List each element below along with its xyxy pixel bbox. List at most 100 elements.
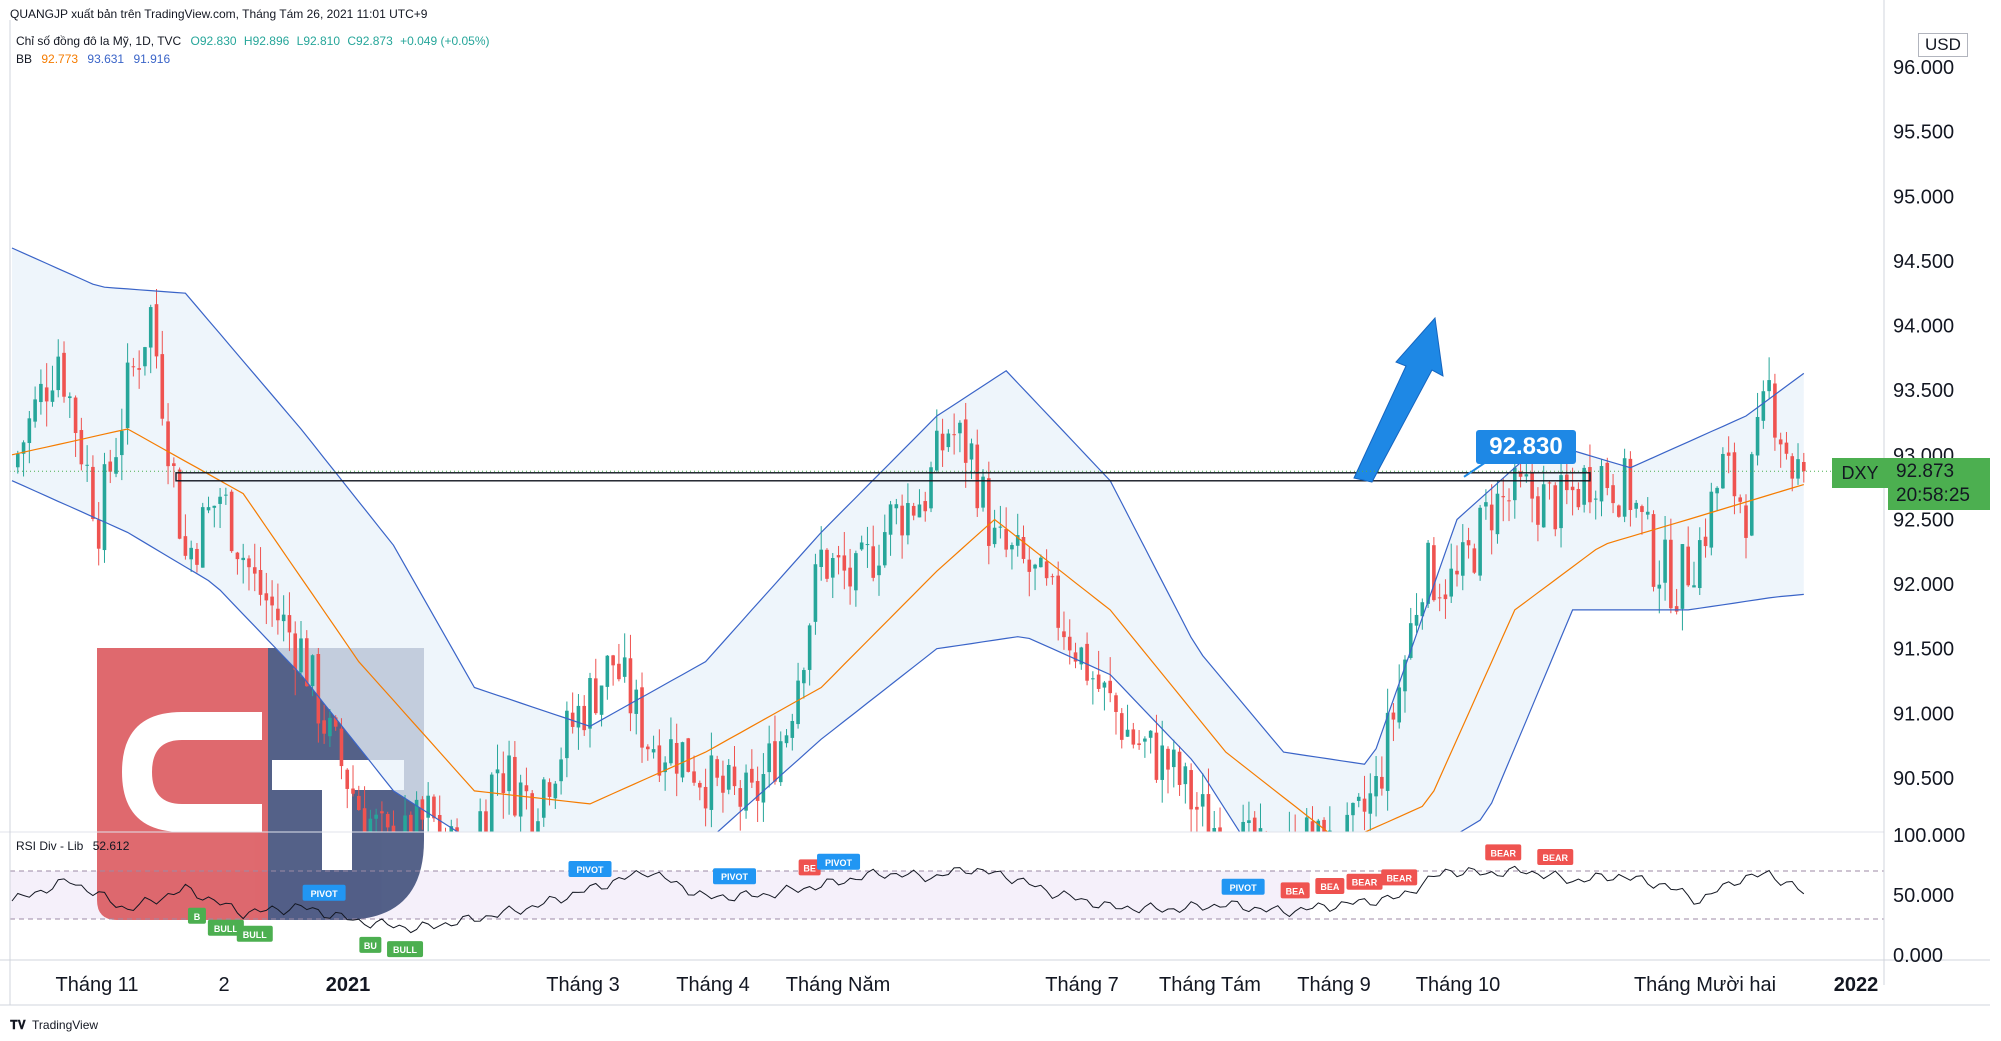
symbol-legend[interactable]: Chỉ số đồng đô la Mỹ, 1D, TVC O92.830 H9… — [16, 34, 490, 48]
candle — [501, 751, 506, 819]
rsi-signal-pivot[interactable]: PIVOT — [302, 884, 346, 901]
tradingview-footer[interactable]: 𝐓𝐕 TradingView — [10, 1018, 98, 1033]
price-tick-label: 90.500 — [1893, 768, 1954, 790]
candle — [906, 483, 910, 545]
rsi-signal-label: BEAR — [1386, 873, 1412, 883]
time-tick-label: Tháng 3 — [546, 974, 619, 996]
rsi-signal-bear[interactable]: BE — [798, 859, 821, 876]
candle — [830, 552, 835, 599]
candle — [513, 741, 517, 818]
candle — [189, 540, 193, 572]
candle — [484, 799, 488, 832]
candle — [1767, 357, 1771, 400]
candle — [1033, 563, 1037, 591]
candle — [1154, 714, 1159, 783]
rsi-signal-bear[interactable]: BEAR — [1381, 869, 1418, 886]
rsi-signal-bull[interactable]: BULL — [236, 925, 273, 942]
gt-logo-watermark-lower — [97, 832, 424, 920]
candle — [773, 715, 777, 785]
rsi-signal-label: BEAR — [1543, 853, 1569, 863]
rsi-signal-pivot[interactable]: PIVOT — [817, 853, 861, 870]
candle — [1021, 525, 1026, 564]
rsi-signal-label: BULL — [214, 924, 238, 934]
candle — [767, 725, 771, 788]
rsi-signal-pivot[interactable]: PIVOT — [568, 861, 612, 877]
candle — [120, 408, 124, 481]
candle — [328, 708, 332, 747]
candle — [1692, 561, 1696, 588]
candle — [761, 753, 766, 822]
candle — [848, 548, 852, 605]
candle — [651, 735, 656, 759]
candle — [247, 555, 251, 591]
rsi-signal-label: BEA — [1286, 886, 1306, 896]
rsi-signal-bear[interactable]: BEA — [1280, 882, 1310, 899]
rsi-value: 52.612 — [92, 839, 130, 853]
candle — [1559, 459, 1563, 548]
rsi-signal-label: BULL — [243, 930, 267, 940]
candle — [1640, 504, 1644, 535]
candle — [495, 744, 500, 796]
candle — [1628, 451, 1633, 527]
currency-label[interactable]: USD — [1918, 33, 1968, 57]
candle — [715, 755, 719, 787]
candle — [1414, 593, 1419, 633]
rsi-signal-bear[interactable]: BEAR — [1537, 849, 1574, 865]
candle — [923, 491, 928, 522]
rsi-signal-bear[interactable]: BEA — [1315, 878, 1345, 895]
ohlc-high: H92.896 — [243, 34, 290, 48]
candle — [299, 620, 303, 677]
price-level-label[interactable]: 92.830 — [1476, 430, 1576, 464]
candle — [628, 634, 633, 732]
candle — [1778, 432, 1783, 468]
candle — [1010, 542, 1014, 570]
candle — [1495, 481, 1500, 544]
candle — [559, 747, 563, 795]
candle — [322, 704, 326, 744]
bb-lower-value: 91.916 — [133, 52, 171, 66]
candle — [1391, 703, 1396, 742]
candle — [1143, 736, 1147, 758]
candle — [270, 580, 274, 627]
last-price: 92.873 — [1896, 461, 1955, 482]
candle — [1114, 692, 1118, 735]
time-tick-label: Tháng Năm — [786, 974, 891, 996]
candle — [790, 713, 795, 751]
rsi-signal-bull[interactable]: BULL — [387, 941, 424, 958]
candle — [1802, 452, 1806, 483]
countdown: 20:58:25 — [1896, 485, 1970, 506]
candle — [888, 500, 893, 556]
candle — [871, 525, 876, 582]
candle — [339, 718, 344, 780]
rsi-signal-label: PIVOT — [1230, 883, 1258, 893]
tradingview-logo-icon: 𝐓𝐕 — [10, 1018, 26, 1032]
rsi-signal-bull[interactable]: BULL — [207, 919, 244, 936]
candle — [963, 402, 968, 488]
candle — [1044, 549, 1049, 586]
candle — [258, 547, 263, 606]
up-arrow-icon[interactable] — [1353, 316, 1444, 483]
rsi-signal-bull[interactable]: B — [187, 907, 206, 924]
rsi-signal-bear[interactable]: BEAR — [1485, 844, 1522, 861]
candle — [1749, 451, 1754, 537]
rsi-signal-bear[interactable]: BEAR — [1346, 873, 1383, 890]
candle — [1397, 664, 1401, 729]
candle — [1634, 499, 1638, 518]
candle — [686, 737, 691, 773]
bollinger-fill — [12, 248, 1804, 869]
rsi-signal-bull[interactable]: BU — [359, 936, 382, 953]
candle — [183, 514, 188, 560]
candle — [1368, 773, 1373, 831]
rsi-legend[interactable]: RSI Div - Lib 52.612 — [16, 839, 129, 853]
bb-legend[interactable]: BB 92.773 93.631 91.916 — [16, 52, 170, 66]
candle — [229, 489, 234, 553]
price-level-rectangle[interactable] — [175, 472, 1591, 482]
rsi-signal-pivot[interactable]: PIVOT — [713, 868, 756, 885]
candle — [703, 768, 708, 827]
candle — [958, 420, 962, 453]
candle — [131, 357, 136, 377]
candle — [1385, 688, 1390, 811]
candle — [27, 410, 32, 464]
rsi-signal-pivot[interactable]: PIVOT — [1221, 878, 1265, 895]
